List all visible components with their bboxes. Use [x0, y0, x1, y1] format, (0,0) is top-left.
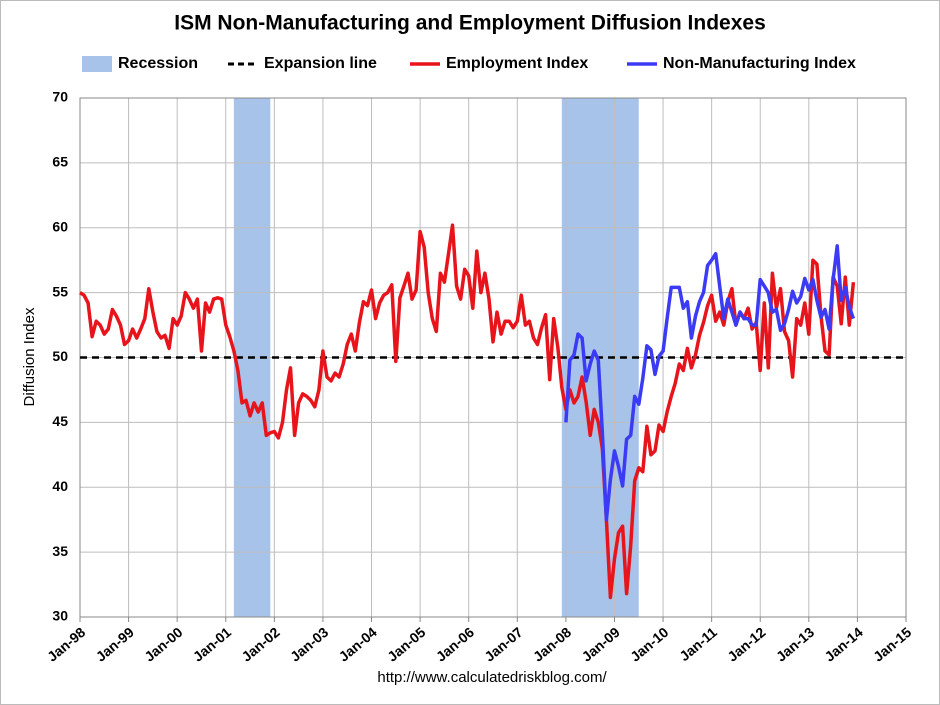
legend-swatch: [82, 56, 112, 72]
legend-label: Non-Manufacturing Index: [663, 55, 856, 72]
y-tick-label: 60: [52, 218, 68, 234]
y-tick-label: 50: [52, 348, 68, 364]
data-line: [564, 244, 856, 522]
y-tick-label: 40: [52, 478, 68, 494]
y-tick-label: 35: [52, 543, 68, 559]
legend-label: Employment Index: [446, 55, 588, 72]
y-tick-label: 70: [52, 89, 68, 105]
y-tick-label: 30: [52, 608, 68, 624]
y-tick-label: 55: [52, 283, 68, 299]
legend-label: Recession: [118, 55, 198, 72]
legend-label: Expansion line: [264, 55, 377, 72]
source: http://www.calculatedriskblog.com/: [377, 669, 607, 686]
y-tick-label: 45: [52, 413, 68, 429]
y-tick-label: 65: [52, 154, 68, 170]
y-axis-label: Diffusion Index: [21, 307, 38, 406]
chart-title: ISM Non-Manufacturing and Employment Dif…: [174, 12, 766, 35]
data-line: [79, 223, 856, 600]
